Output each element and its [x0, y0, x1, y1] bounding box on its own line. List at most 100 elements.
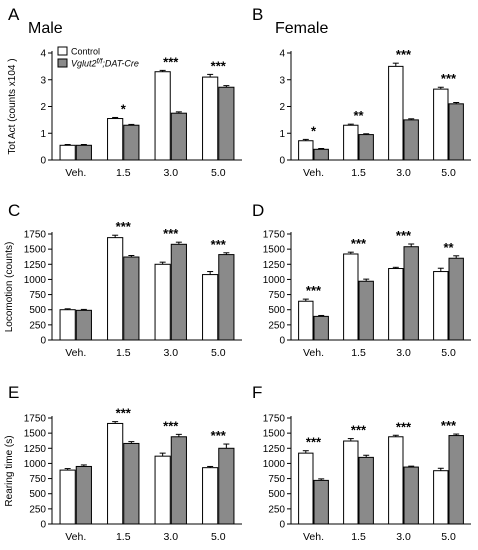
- bar-mutant: [123, 124, 140, 161]
- panel-a: A Male 0 1 2 3 4 Tot Act (counts x104 ) Veh. 1.5 *…: [7, 5, 242, 179]
- bar-mutant: [358, 456, 374, 525]
- x-tick-label: Veh.: [303, 347, 324, 359]
- bar-mutant: [123, 442, 140, 525]
- x-tick-label: 5.0: [211, 531, 226, 543]
- y-tick-label: 1250: [263, 260, 286, 271]
- bar-control: [433, 88, 449, 161]
- x-tick-label: 1.5: [116, 347, 131, 359]
- x-tick-label: 3.0: [396, 167, 411, 179]
- y-tick-label: 1250: [24, 260, 47, 271]
- bar-control: [154, 455, 171, 525]
- significance-label: *: [311, 123, 317, 138]
- y-tick-label: 0: [40, 156, 46, 167]
- bar-control: [298, 452, 314, 525]
- significance-label: ***: [396, 419, 412, 434]
- y-axis-label: Rearing time (s): [4, 435, 15, 506]
- y-tick-label: 1750: [263, 414, 286, 425]
- legend-mutant-cre: ;DAT-Cre: [102, 59, 139, 69]
- bar-control: [388, 436, 404, 525]
- y-tick-label: 1: [279, 129, 285, 140]
- bar-control: [107, 422, 124, 525]
- y-tick-label: 250: [268, 320, 285, 331]
- panel-letter-b: B: [252, 5, 263, 24]
- significance-label: ***: [116, 219, 132, 234]
- panel-letter-d: D: [252, 201, 264, 220]
- y-tick-label: 500: [268, 489, 285, 500]
- bar-control: [107, 118, 124, 161]
- panel-title: Female: [275, 20, 328, 37]
- y-tick-label: 750: [29, 474, 46, 485]
- y-tick-label: 1500: [24, 429, 47, 440]
- bar-mutant: [218, 447, 235, 525]
- bar-mutant: [170, 112, 187, 161]
- legend-swatch-mutant: [57, 58, 68, 68]
- significance-label: ***: [306, 283, 322, 298]
- panel-letter-e: E: [8, 383, 19, 402]
- panel-e: E 0 250 500 750 1000 1250 1500 1750 Rearing time …: [4, 383, 242, 543]
- y-tick-label: 4: [279, 49, 285, 60]
- bar-control: [343, 124, 359, 161]
- y-tick-label: 1000: [263, 459, 286, 470]
- significance-label: ***: [351, 423, 367, 438]
- bar-control: [59, 309, 76, 341]
- y-tick-label: 1000: [24, 459, 47, 470]
- bar-mutant: [448, 435, 464, 525]
- y-tick-label: 2: [279, 102, 285, 113]
- significance-label: ***: [441, 71, 457, 86]
- y-axis-label: Locomotion (counts): [4, 242, 15, 333]
- y-tick-label: 500: [268, 305, 285, 316]
- y-tick-label: 250: [29, 320, 46, 331]
- bar-mutant: [218, 254, 235, 341]
- significance-label: ***: [441, 418, 457, 433]
- panel-letter-c: C: [8, 201, 20, 220]
- bar-mutant: [313, 479, 329, 525]
- bar-control: [202, 467, 219, 525]
- panel-b: B Female 0 1 2 3 4 Veh. * 1.5 ** 3.0 *** 5.0 ***: [252, 5, 471, 179]
- panel-letter-f: F: [252, 383, 262, 402]
- significance-label: ***: [396, 228, 412, 243]
- bar-control: [343, 440, 359, 525]
- bar-control: [107, 237, 124, 341]
- x-tick-label: Veh.: [65, 531, 86, 543]
- y-tick-label: 3: [40, 75, 46, 86]
- bar-mutant: [358, 280, 374, 341]
- panel-title: Male: [28, 20, 63, 37]
- bar-control: [202, 76, 219, 161]
- x-tick-label: 5.0: [211, 167, 226, 179]
- y-tick-label: 1250: [263, 444, 286, 455]
- y-tick-label: 1500: [263, 245, 286, 256]
- panel-letter-a: A: [8, 5, 20, 24]
- y-tick-label: 0: [40, 336, 46, 347]
- x-tick-label: 3.0: [163, 531, 178, 543]
- bar-mutant: [75, 144, 92, 161]
- legend-swatch-control: [57, 46, 68, 56]
- y-tick-label: 0: [279, 156, 285, 167]
- x-tick-label: Veh.: [65, 347, 86, 359]
- x-tick-label: Veh.: [65, 167, 86, 179]
- bar-mutant: [448, 103, 464, 161]
- bar-control: [298, 300, 314, 341]
- significance-label: ***: [163, 418, 179, 433]
- bar-mutant: [218, 86, 235, 161]
- bar-mutant: [170, 243, 187, 341]
- significance-label: ***: [211, 237, 227, 252]
- y-axis-label: Tot Act (counts x104 ): [7, 58, 18, 154]
- panel-f: F 0 250 500 750 1000 1250 1500 1750 Veh. *** 1.5 ***…: [252, 383, 471, 543]
- bar-mutant: [75, 309, 92, 341]
- bar-control: [298, 140, 314, 161]
- bar-mutant: [123, 256, 140, 341]
- x-tick-label: 1.5: [351, 167, 366, 179]
- y-tick-label: 500: [29, 305, 46, 316]
- y-tick-label: 250: [268, 504, 285, 515]
- y-tick-label: 1750: [24, 230, 47, 241]
- significance-label: **: [443, 240, 454, 255]
- bar-control: [388, 65, 404, 161]
- significance-label: ***: [396, 47, 412, 62]
- bar-mutant: [313, 148, 329, 161]
- y-tick-label: 250: [29, 504, 46, 515]
- x-tick-label: 5.0: [441, 167, 456, 179]
- bar-mutant: [403, 466, 419, 525]
- y-tick-label: 1750: [263, 230, 286, 241]
- bar-control: [388, 268, 404, 341]
